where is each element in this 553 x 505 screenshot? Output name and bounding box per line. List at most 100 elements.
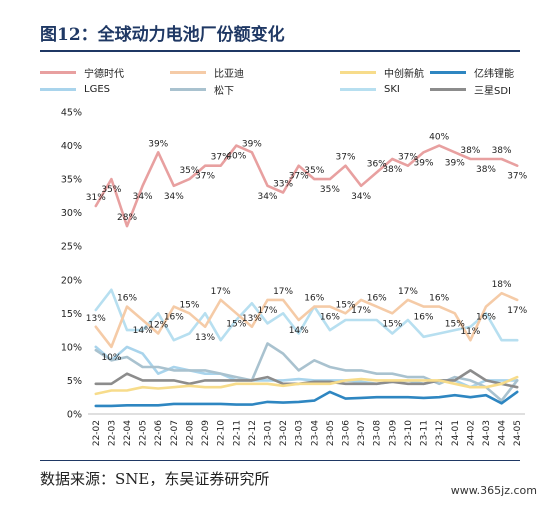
data-label: 16% [164,313,184,323]
data-label: 34% [351,192,371,202]
data-label: 28% [117,213,137,223]
x-tick-label: 23-10 [404,420,414,446]
data-label: 16% [414,313,434,323]
legend-item: SKI [340,82,400,96]
x-tick-label: 22-08 [185,420,195,446]
legend-label: SKI [384,83,400,95]
title-divider [40,50,520,52]
y-tick-label: 0% [67,410,82,421]
legend-label: 亿纬锂能 [474,68,514,80]
x-tick-label: 22-09 [201,420,211,446]
data-label: 17% [257,306,277,316]
data-label: 37% [195,172,215,182]
data-label: 35% [101,185,121,195]
data-label: 13% [86,314,106,324]
y-tick-label: 15% [61,309,82,320]
x-tick-label: 24-03 [482,420,492,446]
data-label: 38% [382,165,402,175]
data-label: 17% [351,306,371,316]
line-chart: 0% 5% 10% 15% 20% 25% 30% 35% 40% 45% 22-02 22-03 22… [61,108,528,447]
series-line-0 [94,144,519,228]
data-label: 34% [164,192,184,202]
x-tick-label: 22-10 [217,420,227,446]
data-label: 38% [476,165,496,175]
data-label: 17% [273,287,293,297]
data-label: 35% [304,166,324,176]
y-tick-label: 20% [61,275,82,286]
y-tick-label: 45% [61,108,82,119]
legend-swatch [340,70,376,74]
data-label: 13% [242,314,262,324]
x-tick-label: 23-01 [263,420,273,446]
legend-label: 比亚迪 [214,68,244,80]
y-tick-label: 5% [67,376,82,387]
x-tick-label: 22-02 [92,420,102,446]
x-tick-label: 22-04 [123,420,133,446]
data-label: 11% [460,327,480,337]
data-label: 38% [492,146,512,156]
data-label: 15% [445,319,465,329]
legend-label: 宁德时代 [84,68,124,80]
y-tick-label: 25% [61,242,82,253]
data-label: 39% [445,158,465,168]
legend-item: 三星SDI [430,82,511,97]
data-label: 40% [429,133,449,143]
data-label: 18% [492,280,512,290]
data-label: 17% [398,287,418,297]
x-tick-label: 22-06 [154,420,164,446]
data-label: 13% [195,333,215,343]
series-line-6 [94,288,519,342]
bottom-divider [40,460,520,461]
data-label: 37% [507,172,527,182]
legend-label: 中创新航 [384,68,424,80]
data-label: 39% [414,158,434,168]
data-label: 17% [507,306,527,316]
x-tick-label: 23-03 [295,420,305,446]
watermark: www.365jz.com [450,484,537,497]
data-label: 35% [179,166,199,176]
data-label: 17% [211,287,231,297]
data-label: 10% [101,353,121,363]
legend-label: 三星SDI [474,85,511,97]
x-tick-label: 23-11 [420,420,430,446]
data-label: 31% [86,193,106,203]
x-tick-label: 22-11 [232,420,242,446]
data-label: 15% [226,319,246,329]
data-label: 38% [460,146,480,156]
legend-item: LGES [40,82,110,96]
x-tick-label: 24-04 [498,420,508,446]
legend-item: 松下 [170,82,234,97]
chart-legend: 宁德时代 比亚迪 中创新航 亿纬锂能 LGES 松下 SKI 三星SDI [40,62,520,98]
legend-swatch [340,87,376,91]
legend-item: 中创新航 [340,65,424,80]
legend-item: 亿纬锂能 [430,65,514,80]
data-label: 16% [429,294,449,304]
data-label: 14% [133,326,153,336]
x-tick-label: 23-02 [279,420,289,446]
x-tick-label: 22-12 [248,420,258,446]
series-line-1 [94,291,519,349]
data-label: 16% [117,294,137,304]
x-tick-label: 23-06 [342,420,352,446]
data-label: 37% [289,172,309,182]
x-tick-label: 23-04 [310,420,320,446]
data-label: 16% [304,294,324,304]
data-label: 15% [179,300,199,310]
x-tick-label: 24-02 [466,420,476,446]
legend-label: LGES [84,83,110,95]
x-tick-label: 24-05 [513,420,523,446]
legend-swatch [40,87,76,91]
figure-title: 图12：全球动力电池厂份额变化 [40,25,285,45]
data-label: 34% [257,192,277,202]
series-line-3 [94,390,519,408]
y-tick-label: 35% [61,175,82,186]
x-tick-label: 22-07 [170,420,180,446]
x-tick-label: 23-08 [373,420,383,446]
data-label: 33% [273,180,293,190]
x-tick-label: 23-09 [388,420,398,446]
data-label: 16% [320,313,340,323]
data-label: 36% [367,159,387,169]
legend-item: 比亚迪 [170,65,244,80]
data-label: 15% [382,319,402,329]
y-tick-label: 10% [61,342,82,353]
